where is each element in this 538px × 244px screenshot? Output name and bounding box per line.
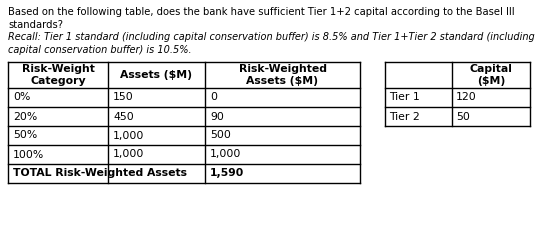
Text: 1,590: 1,590 bbox=[210, 169, 244, 179]
Text: 50: 50 bbox=[456, 112, 470, 122]
Text: standards?: standards? bbox=[8, 20, 63, 30]
Text: 50%: 50% bbox=[13, 131, 37, 141]
Text: 1,000: 1,000 bbox=[210, 150, 242, 160]
Text: 1,000: 1,000 bbox=[113, 150, 144, 160]
Text: Capital
($M): Capital ($M) bbox=[470, 64, 512, 86]
Text: 500: 500 bbox=[210, 131, 231, 141]
Text: Based on the following table, does the bank have sufficient Tier 1+2 capital acc: Based on the following table, does the b… bbox=[8, 7, 515, 17]
Text: 100%: 100% bbox=[13, 150, 44, 160]
Text: TOTAL Risk-Weighted Assets: TOTAL Risk-Weighted Assets bbox=[13, 169, 187, 179]
Text: 1,000: 1,000 bbox=[113, 131, 144, 141]
Text: 150: 150 bbox=[113, 92, 134, 102]
Text: Assets ($M): Assets ($M) bbox=[121, 70, 193, 80]
Text: Tier 2: Tier 2 bbox=[389, 112, 420, 122]
Text: 120: 120 bbox=[456, 92, 477, 102]
Text: 90: 90 bbox=[210, 112, 224, 122]
Text: capital conservation buffer) is 10.5%.: capital conservation buffer) is 10.5%. bbox=[8, 45, 192, 55]
Text: 0: 0 bbox=[210, 92, 217, 102]
Text: Risk-Weighted
Assets ($M): Risk-Weighted Assets ($M) bbox=[238, 64, 327, 86]
Text: Recall: Tier 1 standard (including capital conservation buffer) is 8.5% and Tier: Recall: Tier 1 standard (including capit… bbox=[8, 32, 535, 42]
Text: 450: 450 bbox=[113, 112, 134, 122]
Text: 20%: 20% bbox=[13, 112, 37, 122]
Text: 0%: 0% bbox=[13, 92, 30, 102]
Text: Tier 1: Tier 1 bbox=[389, 92, 420, 102]
Text: Risk-Weight
Category: Risk-Weight Category bbox=[22, 64, 95, 86]
